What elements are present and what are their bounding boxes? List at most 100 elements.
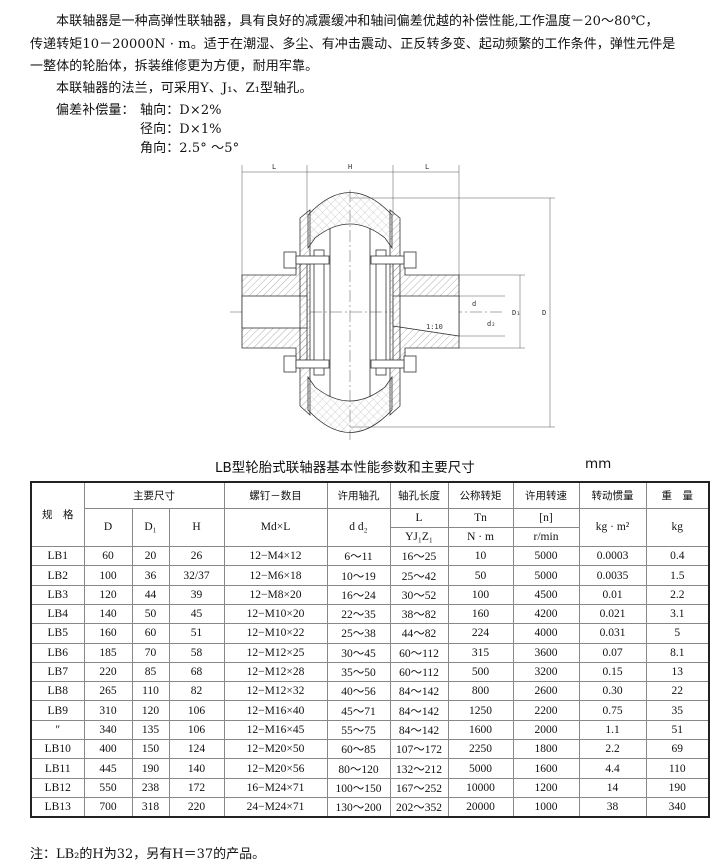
table-cell: LB13: [30, 796, 85, 818]
taper-label: 1:10: [426, 323, 443, 331]
intro-line-2: 传递转矩10－20000N · m。适于在潮湿、多尘、有冲击震动、正反转多变、起…: [30, 37, 676, 52]
table-row: LB13 700 318 220 24−M24×71 130～200 202～352 2000…: [30, 796, 710, 818]
table-cell: 10000: [447, 777, 514, 798]
table-row: LB12 550 238 172 16−M24×71 100～150 167～252 1000…: [30, 777, 710, 798]
table-cell: 22～35: [326, 603, 391, 625]
table-cell: 22: [645, 681, 710, 702]
bolts: [283, 251, 417, 373]
table-cell: 340: [645, 796, 710, 818]
table-row: LB2 100 36 32/37 12−M6×18 10～19 25～42 50 5000 0.0…: [30, 565, 710, 586]
table-cell: 185: [83, 642, 133, 663]
table-cell: 12−M4×12: [223, 546, 328, 567]
table-cell: 4000: [512, 623, 580, 644]
table-cell: 12−M6×18: [223, 565, 328, 586]
header-inertia-unit: kg · m²: [578, 507, 647, 548]
table-cell: 12−M12×32: [223, 681, 328, 702]
table-cell: 106: [168, 700, 225, 721]
table-cell: 44～82: [389, 623, 449, 644]
table-cell: 4500: [512, 584, 580, 605]
header-H: H: [168, 507, 225, 548]
table-cell: 4200: [512, 603, 580, 625]
table-cell: 100: [83, 565, 133, 586]
header-speed: 许用转速: [512, 481, 580, 509]
table-cell: 60～112: [389, 642, 449, 663]
table-cell: 80～120: [326, 758, 391, 779]
table-cell: 60: [83, 546, 133, 567]
table-cell: 60～112: [389, 661, 449, 683]
table-cell: 36: [131, 565, 170, 586]
table-cell: 20: [131, 546, 170, 567]
table-cell: 124: [168, 739, 225, 760]
table-cell: ″: [30, 719, 85, 741]
table-cell: 10～19: [326, 565, 391, 586]
table-cell: 12−M12×28: [223, 661, 328, 683]
table-cell: 5: [645, 623, 710, 644]
table-cell: 12−M12×25: [223, 642, 328, 663]
table-cell: 5000: [512, 546, 580, 567]
table-cell: 6～11: [326, 546, 391, 567]
dim-label-D: D: [542, 309, 546, 317]
table-cell: 550: [83, 777, 133, 798]
table-cell: 12−M10×20: [223, 603, 328, 625]
table-cell: LB5: [30, 623, 85, 644]
table-cell: 318: [131, 796, 170, 818]
header-bolt-unit: Md×L: [223, 507, 328, 548]
dim-label-d2: d₂: [487, 320, 495, 328]
table-cell: 50: [447, 565, 514, 586]
table-cell: 238: [131, 777, 170, 798]
table-title: LB型轮胎式联轴器基本性能参数和主要尺寸: [215, 460, 475, 476]
table-cell: 69: [645, 739, 710, 760]
flange-bore-text: 本联轴器的法兰，可采用Y、J₁、Z₁型轴孔。: [56, 81, 313, 96]
header-torque: 公称转矩: [447, 481, 514, 509]
header-speed-symbol: [n]: [512, 507, 580, 528]
table-cell: LB12: [30, 777, 85, 798]
table-cell: 12−M20×50: [223, 739, 328, 760]
table-cell: 58: [168, 642, 225, 663]
table-cell: 0.4: [645, 546, 710, 567]
intro-line-1: 本联轴器是一种高弹性联轴器，具有良好的减震缓冲和轴间偏差优越的补偿性能,工作温度…: [56, 14, 659, 29]
table-cell: 20000: [447, 796, 514, 818]
table-cell: 16～25: [389, 546, 449, 567]
table-cell: 3.1: [645, 603, 710, 625]
table-cell: 3200: [512, 661, 580, 683]
table-cell: 0.07: [578, 642, 647, 663]
table-cell: 130～200: [326, 796, 391, 818]
table-cell: 220: [83, 661, 133, 683]
table-cell: 51: [645, 719, 710, 741]
table-cell: 1200: [512, 777, 580, 798]
header-torque-symbol: Tn: [447, 507, 514, 528]
table-cell: 10: [447, 546, 514, 567]
table-cell: 0.0035: [578, 565, 647, 586]
table-cell: 1600: [447, 719, 514, 741]
deviation-label: 偏差补偿量：: [56, 103, 135, 118]
table-cell: 315: [447, 642, 514, 663]
table-cell: 14: [578, 777, 647, 798]
dim-label-H: H: [348, 163, 352, 171]
table-cell: 39: [168, 584, 225, 605]
table-cell: 84～142: [389, 700, 449, 721]
table-cell: 2200: [512, 700, 580, 721]
table-cell: 107～172: [389, 739, 449, 760]
table-cell: LB1: [30, 546, 85, 567]
table-cell: 0.15: [578, 661, 647, 683]
dim-label-d: d: [472, 300, 476, 308]
table-cell: 1.5: [645, 565, 710, 586]
table-cell: 45: [168, 603, 225, 625]
header-inertia: 转动惯量: [578, 481, 647, 509]
table-cell: 1250: [447, 700, 514, 721]
table-cell: 12−M16×40: [223, 700, 328, 721]
header-bolt: 螺钉－数目: [223, 481, 328, 509]
table-cell: 160: [83, 623, 133, 644]
table-cell: 135: [131, 719, 170, 741]
table-row: LB11 445 190 140 12−M20×56 80～120 132～212 5000 1…: [30, 758, 710, 779]
table-row: ″ 340 135 106 12−M16×45 55～75 84～142 1600 2000 1.…: [30, 719, 710, 741]
table-cell: LB2: [30, 565, 85, 586]
table-cell: 132～212: [389, 758, 449, 779]
table-cell: 30～45: [326, 642, 391, 663]
table-cell: 2600: [512, 681, 580, 702]
table-cell: 16−M24×71: [223, 777, 328, 798]
table-cell: 12−M10×22: [223, 623, 328, 644]
table-cell: 1600: [512, 758, 580, 779]
coupling-drawing: L H L d d₂ 1:10 D₁ D: [230, 163, 555, 440]
table-cell: 55～75: [326, 719, 391, 741]
